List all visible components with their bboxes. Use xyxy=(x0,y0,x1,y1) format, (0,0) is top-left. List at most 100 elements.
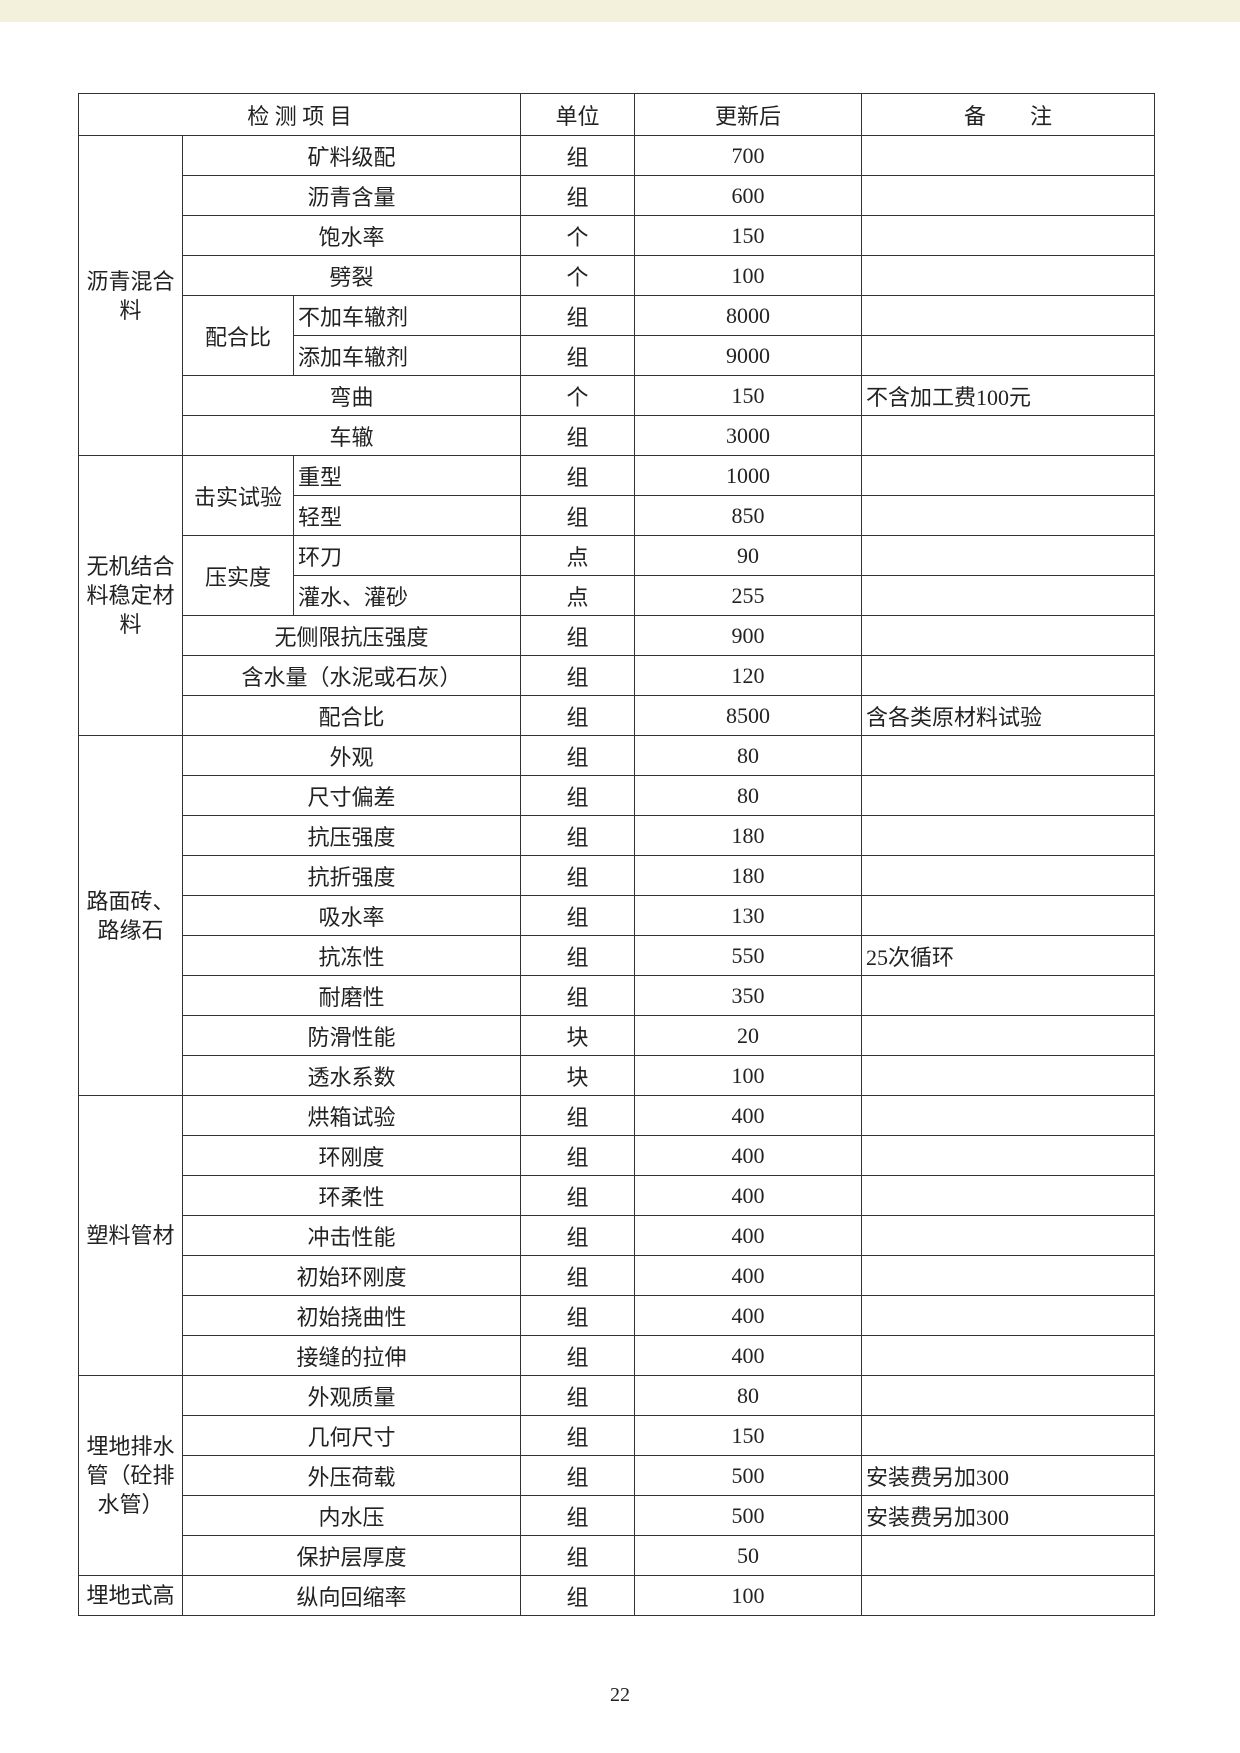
table-row: 路面砖、路缘石 外观组 80 xyxy=(78,735,1156,1096)
table-row: 抗冻性组 550 25次循环 xyxy=(79,935,1156,976)
unit: 组 xyxy=(520,695,636,736)
item: 外观质量 xyxy=(181,1375,522,1416)
unit: 组 xyxy=(520,615,636,656)
item: 防滑性能 xyxy=(181,1015,522,1056)
table-row: 沥青含量组 600 xyxy=(79,175,1156,216)
group-name: 无机结合料稳定材料 xyxy=(78,455,183,736)
note: 含各类原材料试验 xyxy=(861,695,1156,736)
price: 400 xyxy=(634,1335,863,1376)
table-row: 初始挠曲性组 400 xyxy=(79,1295,1156,1336)
item: 环刚度 xyxy=(181,1135,522,1176)
price: 120 xyxy=(634,655,863,696)
price: 150 xyxy=(634,215,863,256)
unit: 组 xyxy=(520,1255,636,1296)
table-row: 无侧限抗压强度组 900 xyxy=(79,615,1156,656)
table-row: 埋地式高 纵向回缩率组 100 xyxy=(78,1575,1156,1616)
table-row: 抗折强度组 180 xyxy=(79,855,1156,896)
price: 180 xyxy=(634,855,863,896)
price: 9000 xyxy=(634,335,863,376)
price: 850 xyxy=(634,495,863,536)
note xyxy=(861,295,1156,336)
item: 灌水、灌砂 xyxy=(292,575,522,616)
item: 抗压强度 xyxy=(181,815,522,856)
item: 冲击性能 xyxy=(181,1215,522,1256)
item: 吸水率 xyxy=(181,895,522,936)
unit: 个 xyxy=(520,215,636,256)
note xyxy=(861,735,1156,776)
item: 耐磨性 xyxy=(181,975,522,1016)
note xyxy=(861,1415,1156,1456)
item: 透水系数 xyxy=(181,1055,522,1096)
unit: 个 xyxy=(520,375,636,416)
price: 80 xyxy=(634,775,863,816)
note xyxy=(861,1335,1156,1376)
note xyxy=(861,1095,1156,1136)
note xyxy=(861,455,1156,496)
unit: 组 xyxy=(520,1135,636,1176)
group-name: 沥青混合料 xyxy=(78,135,183,456)
unit: 组 xyxy=(520,1495,636,1536)
item: 接缝的拉伸 xyxy=(181,1335,522,1376)
price: 80 xyxy=(634,1375,863,1416)
item: 环刀 xyxy=(292,535,522,576)
item: 初始挠曲性 xyxy=(181,1295,522,1336)
unit: 点 xyxy=(520,575,636,616)
note xyxy=(861,1255,1156,1296)
note xyxy=(861,1575,1156,1616)
note xyxy=(861,1175,1156,1216)
price: 100 xyxy=(634,255,863,296)
price: 100 xyxy=(634,1055,863,1096)
unit: 块 xyxy=(520,1015,636,1056)
unit: 组 xyxy=(520,1415,636,1456)
item: 初始环刚度 xyxy=(181,1255,522,1296)
unit: 组 xyxy=(520,855,636,896)
table-row: 添加车辙剂组 9000 xyxy=(79,335,1156,376)
price: 255 xyxy=(634,575,863,616)
note xyxy=(861,975,1156,1016)
unit: 块 xyxy=(520,1055,636,1096)
header-cell: 更新后 xyxy=(634,93,863,136)
price: 700 xyxy=(634,135,863,176)
unit: 组 xyxy=(520,655,636,696)
price: 100 xyxy=(634,1575,863,1616)
note xyxy=(861,1215,1156,1256)
price: 180 xyxy=(634,815,863,856)
price: 8000 xyxy=(634,295,863,336)
table-row: 初始环刚度组 400 xyxy=(79,1255,1156,1296)
price: 350 xyxy=(634,975,863,1016)
unit: 组 xyxy=(520,735,636,776)
table-row: 塑料管材 烘箱试验组 400 xyxy=(78,1095,1156,1376)
item: 烘箱试验 xyxy=(181,1095,522,1136)
price: 500 xyxy=(634,1455,863,1496)
unit: 组 xyxy=(520,135,636,176)
unit: 组 xyxy=(520,1375,636,1416)
sub-group: 压实度 xyxy=(182,535,294,616)
unit: 个 xyxy=(520,255,636,296)
note xyxy=(861,855,1156,896)
scan-edge xyxy=(0,0,1240,22)
note xyxy=(861,655,1156,696)
unit: 组 xyxy=(520,1575,636,1616)
table-row: 接缝的拉伸组 400 xyxy=(79,1335,1156,1376)
price: 500 xyxy=(634,1495,863,1536)
group-name: 埋地式高 xyxy=(78,1575,183,1616)
table-row: 含水量（水泥或石灰）组 120 xyxy=(79,655,1156,696)
unit: 组 xyxy=(520,1215,636,1256)
item: 抗折强度 xyxy=(181,855,522,896)
price: 20 xyxy=(634,1015,863,1056)
table-row: 尺寸偏差组 80 xyxy=(79,775,1156,816)
price: 8500 xyxy=(634,695,863,736)
table-row: 弯曲个 150 不含加工费100元 xyxy=(79,375,1156,416)
table-row: 环刚度组 400 xyxy=(79,1135,1156,1176)
item: 外观 xyxy=(181,735,522,776)
price: 400 xyxy=(634,1135,863,1176)
note xyxy=(861,175,1156,216)
table-row: 几何尺寸组 150 xyxy=(79,1415,1156,1456)
note xyxy=(861,1295,1156,1336)
unit: 组 xyxy=(520,295,636,336)
table-row: 埋地排水管（砼排水管） 外观质量组 80 xyxy=(78,1375,1156,1576)
note: 不含加工费100元 xyxy=(861,375,1156,416)
table-row: 车辙组 3000 xyxy=(79,415,1156,456)
note: 安装费另加300 xyxy=(861,1455,1156,1496)
